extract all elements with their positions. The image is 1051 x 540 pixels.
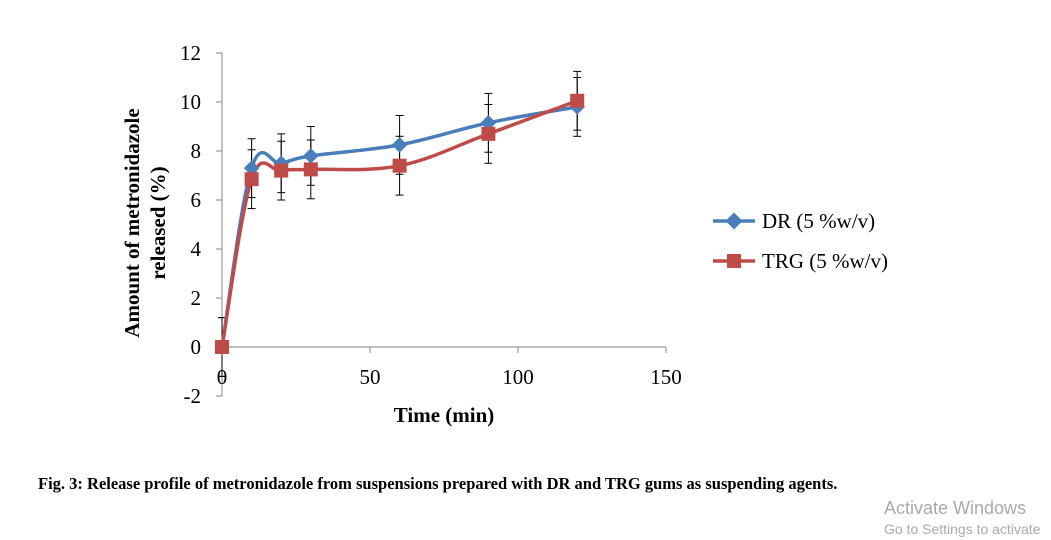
series-markers (214, 93, 585, 355)
activate-windows-watermark: Activate Windows Go to Settings to activ… (884, 497, 1040, 539)
data-point-dr (391, 137, 408, 153)
watermark-title: Activate Windows (884, 498, 1027, 518)
figure-caption: Fig. 3: Release profile of metronidazole… (38, 474, 838, 493)
data-point-trg (570, 93, 585, 108)
y-tick-label: 6 (191, 188, 202, 212)
y-axis-title: Amount of metronidazole released (%) (120, 108, 170, 337)
y-tick-label: 2 (191, 286, 202, 310)
y-tick-label: -2 (184, 384, 202, 408)
legend-marker-trg (727, 254, 741, 268)
legend-entry-trg: TRG (5 %w/v) (713, 249, 888, 273)
legend-label-dr: DR (5 %w/v) (762, 209, 875, 233)
release-profile-chart: -2 0 2 4 6 8 10 12 0 50 100 150 Time (min) Amount o… (120, 41, 888, 427)
watermark-subtitle: Go to Settings to activate (884, 521, 1041, 537)
data-point-trg (244, 172, 259, 187)
data-point-trg (392, 158, 407, 173)
legend-entry-dr: DR (5 %w/v) (713, 209, 875, 233)
legend: DR (5 %w/v) TRG (5 %w/v) (713, 209, 888, 273)
data-point-dr (303, 148, 319, 164)
data-point-trg (215, 340, 229, 354)
y-tick-label: 4 (191, 237, 202, 261)
data-point-trg (303, 162, 318, 177)
legend-marker-dr (725, 212, 743, 230)
legend-label-trg: TRG (5 %w/v) (762, 249, 888, 273)
x-axis-title: Time (min) (394, 403, 495, 427)
y-tick-label: 12 (180, 41, 201, 65)
data-point-trg (481, 126, 496, 141)
x-tick-label: 150 (650, 365, 682, 389)
x-tick-label: 0 (217, 365, 228, 389)
axes (216, 52, 667, 397)
data-point-trg (274, 163, 289, 178)
y-tick-label: 10 (180, 90, 201, 114)
tick-labels: -2 0 2 4 6 8 10 12 0 50 100 150 (180, 41, 682, 408)
y-tick-label: 8 (191, 139, 202, 163)
y-tick-label: 0 (191, 335, 202, 359)
y-axis-title-line-2: released (%) (146, 166, 170, 279)
y-axis-title-line-1: Amount of metronidazole (120, 108, 144, 337)
x-tick-label: 100 (502, 365, 534, 389)
x-tick-label: 50 (360, 365, 381, 389)
data-point-dr (243, 160, 260, 176)
